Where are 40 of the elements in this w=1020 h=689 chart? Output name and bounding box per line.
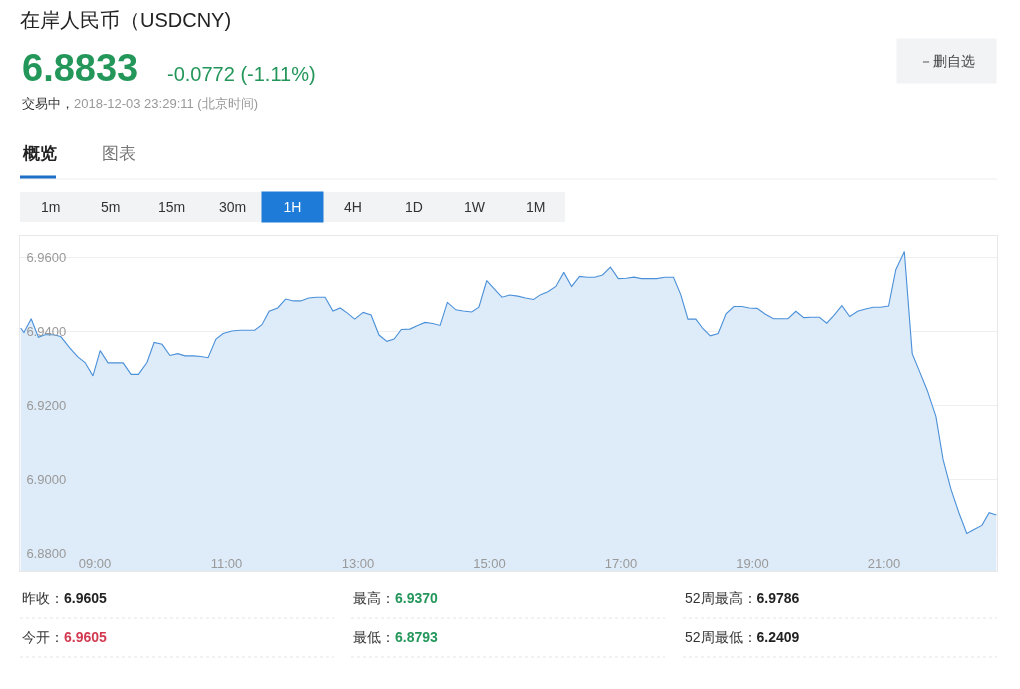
text: －删自选 bbox=[918, 53, 975, 69]
text: 6.8793 bbox=[395, 629, 439, 645]
text: 1H bbox=[283, 199, 302, 215]
text: 5m bbox=[101, 199, 121, 215]
text: 今开： bbox=[22, 629, 64, 645]
text: 图表 bbox=[102, 144, 136, 163]
text: 2018-12-03 23:29:11 (北京时间) bbox=[74, 96, 259, 111]
y-tick-label: 6.9000 bbox=[26, 472, 67, 488]
y-tick-label: 6.8800 bbox=[26, 546, 67, 562]
x-tick-label: 17:00 bbox=[604, 556, 638, 571]
text: 52周最高： bbox=[685, 590, 757, 606]
text: 交易中， bbox=[22, 96, 74, 111]
text: 1D bbox=[405, 199, 423, 215]
text: 6.2409 bbox=[756, 629, 800, 645]
text: 最低： bbox=[353, 629, 395, 645]
text: 30m bbox=[219, 199, 247, 215]
text: 1m bbox=[41, 199, 61, 215]
text: 6.9605 bbox=[64, 590, 108, 606]
text: 1M bbox=[526, 199, 546, 215]
text: 52周最低： bbox=[685, 629, 757, 645]
x-tick-label: 13:00 bbox=[341, 556, 375, 571]
text: 6.9605 bbox=[64, 629, 108, 645]
x-tick-label: 21:00 bbox=[867, 556, 901, 571]
text: 昨收： bbox=[22, 590, 64, 606]
text: 15m bbox=[158, 199, 186, 215]
chart-title: 在岸人民币（USDCNY) bbox=[20, 9, 232, 31]
x-tick-label: 09:00 bbox=[78, 556, 112, 571]
y-tick-label: 6.9600 bbox=[26, 249, 67, 265]
y-tick-label: 6.9200 bbox=[26, 398, 67, 414]
x-tick-label: 19:00 bbox=[736, 556, 769, 571]
text: 6.8833 bbox=[22, 47, 139, 89]
text: -0.0772 (-1.11%) bbox=[167, 63, 316, 85]
text: 1W bbox=[464, 199, 486, 215]
text: 4H bbox=[344, 199, 362, 215]
x-tick-label: 11:00 bbox=[210, 556, 243, 571]
x-tick-label: 15:00 bbox=[473, 556, 506, 571]
text: 6.9370 bbox=[395, 590, 439, 606]
text: 最高： bbox=[353, 590, 395, 606]
text: 6.9786 bbox=[756, 590, 800, 606]
text: 概览 bbox=[22, 144, 57, 163]
